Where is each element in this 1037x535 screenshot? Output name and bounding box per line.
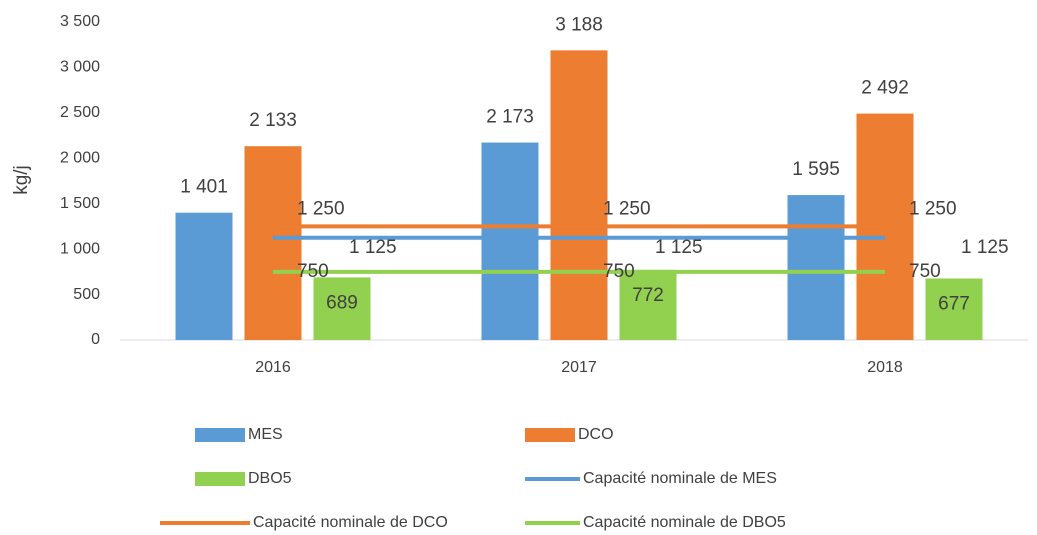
y-axis-label: kg/j [11,165,32,195]
legend-label: Capacité nominale de MES [583,470,777,487]
y-tick-label: 3 500 [60,13,100,30]
bar [175,212,233,340]
bar [787,195,845,340]
x-tick-label: 2016 [255,359,291,376]
y-tick-label: 500 [73,286,100,303]
y-tick-label: 3 000 [60,59,100,76]
bar [925,278,983,340]
legend-label: Capacité nominale de DCO [253,514,448,531]
y-tick-label: 0 [91,331,100,348]
legend-swatch [195,428,245,442]
data-label: 750 [297,261,329,282]
bar [619,269,677,340]
data-label: 1 401 [180,177,228,198]
data-label: 1 125 [961,237,1009,258]
legend-label: Capacité nominale de DBO5 [583,514,786,531]
legend-label: DBO5 [248,470,292,487]
data-label: 2 492 [861,78,909,99]
data-label: 1 250 [297,198,345,219]
legend-label: MES [248,426,283,443]
data-label: 689 [326,292,358,313]
data-label: 677 [938,294,970,315]
data-label: 3 188 [555,14,603,35]
data-label: 772 [632,285,664,306]
legend-swatch [195,472,245,486]
data-label: 1 250 [603,198,651,219]
data-label: 750 [603,261,635,282]
data-label: 2 173 [486,107,534,128]
bar [481,142,539,340]
data-label: 1 595 [792,159,840,180]
data-label: 1 125 [655,237,703,258]
data-label: 750 [909,261,941,282]
y-tick-label: 1 000 [60,240,100,257]
x-tick-label: 2017 [561,359,597,376]
y-tick-label: 2 500 [60,104,100,121]
legend-swatch [525,428,575,442]
y-tick-label: 2 000 [60,150,100,167]
legend-label: DCO [578,426,614,443]
bar [313,277,371,340]
bar [244,146,302,340]
data-label: 1 250 [909,198,957,219]
x-tick-label: 2018 [867,359,903,376]
data-label: 2 133 [249,110,297,131]
data-label: 1 125 [349,237,397,258]
bar [550,50,608,341]
y-tick-label: 1 500 [60,195,100,212]
